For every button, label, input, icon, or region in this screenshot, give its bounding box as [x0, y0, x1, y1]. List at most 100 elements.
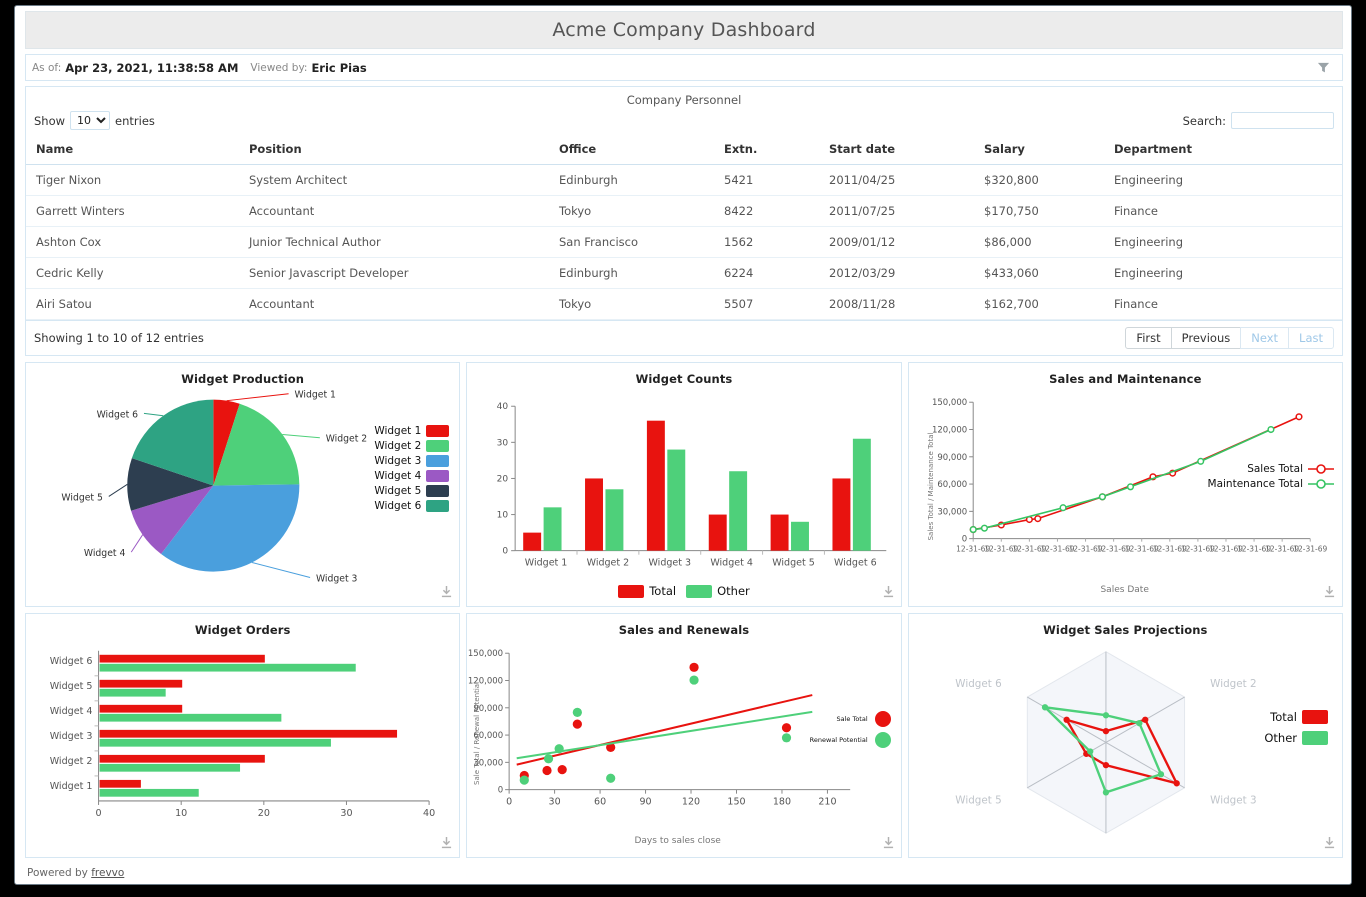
svg-text:12-31-69: 12-31-69	[1180, 545, 1214, 554]
cell-department: Engineering	[1106, 164, 1342, 196]
download-glyph	[1324, 837, 1335, 849]
column-header-name[interactable]: Name	[26, 136, 241, 165]
table-row[interactable]: Tiger Nixon System Architect Edinburgh 5…	[26, 164, 1342, 196]
cell-extn: 5421	[716, 164, 821, 196]
column-header-start-date[interactable]: Start date	[821, 136, 976, 165]
pagination-next-button[interactable]: Next	[1240, 327, 1290, 349]
legend-item[interactable]: Renewal Potential	[810, 731, 893, 749]
table-controls: Show 10 entries Search:	[26, 109, 1342, 136]
legend-item[interactable]: Sale Total	[810, 710, 893, 728]
download-glyph	[883, 586, 893, 598]
legend-item[interactable]: Other	[686, 584, 750, 598]
svg-text:30: 30	[497, 438, 509, 448]
legend-swatch	[426, 500, 450, 512]
legend-item[interactable]: Total	[1264, 710, 1328, 724]
hbar-chart-area: 0 10 20 30 40 Widget 1 Widget 2 Widget 3 Widget …	[26, 636, 459, 851]
legend-item[interactable]: Widget 6	[374, 500, 450, 512]
legend-marker	[1308, 479, 1334, 489]
column-header-position[interactable]: Position	[241, 136, 551, 165]
line-chart-area: 0 30,000 60,000 90,000 120,000 150,000 12-31-6…	[909, 385, 1342, 600]
legend-swatch	[426, 470, 450, 482]
svg-text:90,000: 90,000	[937, 453, 967, 463]
as-of-label: As of:	[32, 61, 62, 74]
svg-text:0: 0	[506, 797, 512, 808]
download-icon[interactable]	[1324, 583, 1335, 602]
pie-slices	[127, 399, 300, 572]
legend-swatch	[1302, 731, 1328, 745]
legend-swatch	[426, 425, 450, 437]
legend-item[interactable]: Total	[618, 584, 676, 598]
legend-item[interactable]: Widget 1	[374, 425, 450, 437]
y-axis-label: Sale Total / Renewal Potential	[472, 682, 481, 785]
cell-extn: 8422	[716, 195, 821, 227]
as-of-value: Apr 23, 2021, 11:38:58 AM	[65, 60, 239, 75]
svg-text:40: 40	[497, 402, 509, 412]
page-length-select[interactable]: 10	[70, 111, 111, 130]
chart-card-widget-counts: Widget Counts 0 10 20 30 40 Widget 1 Widget 2 W…	[466, 362, 902, 607]
svg-text:Widget 6: Widget 6	[97, 409, 139, 420]
table-row[interactable]: Airi Satou Accountant Tokyo 5507 2008/11…	[26, 288, 1342, 320]
svg-text:0: 0	[961, 535, 966, 545]
column-header-office[interactable]: Office	[551, 136, 716, 165]
cell-position: Accountant	[241, 288, 551, 320]
scatter-chart-area: 0 30,000 60,000 90,000 120,000 150,000 0 30 60 90…	[467, 636, 900, 851]
chart-card-sales-and-maintenance: Sales and Maintenance 0 30,000 60,000 90,00…	[907, 362, 1343, 607]
svg-text:0: 0	[96, 808, 102, 819]
svg-text:60,000: 60,000	[937, 480, 967, 490]
download-glyph	[883, 837, 893, 849]
legend-label: Widget 3	[374, 455, 422, 467]
svg-text:90: 90	[640, 797, 652, 808]
search-label: Search:	[1182, 113, 1226, 128]
svg-text:Widget 3: Widget 3	[1210, 795, 1256, 807]
search-input[interactable]	[1231, 112, 1334, 129]
legend-item[interactable]: Sales Total	[1208, 463, 1334, 475]
table-header-row: Name Position Office Extn. Start date Sa…	[26, 136, 1342, 165]
chart-title: Widget Sales Projections	[1043, 623, 1208, 637]
cell-start-date: 2009/01/12	[821, 226, 976, 258]
table-row[interactable]: Ashton Cox Junior Technical Author San F…	[26, 226, 1342, 258]
cell-salary: $433,060	[976, 257, 1106, 289]
legend-item[interactable]: Widget 2	[374, 440, 450, 452]
download-icon[interactable]	[883, 583, 894, 602]
svg-text:12-31-69: 12-31-69	[1293, 545, 1327, 554]
filter-funnel-icon[interactable]	[1310, 58, 1336, 78]
scatter-legend: Sale Total Renewal Potential	[810, 710, 893, 752]
column-header-extn[interactable]: Extn.	[716, 136, 821, 165]
legend-item[interactable]: Other	[1264, 731, 1328, 745]
line-series: 0 30,000 60,000 90,000 120,000 150,000 12-31-6…	[932, 398, 1328, 553]
svg-text:Widget 1: Widget 1	[294, 390, 336, 401]
table-row[interactable]: Garrett Winters Accountant Tokyo 8422 20…	[26, 195, 1342, 227]
pie-leader-lines: Widget 1 Widget 2 Widget 3 Widget 4 Widget 5…	[61, 390, 367, 585]
cell-office: San Francisco	[551, 226, 716, 258]
download-icon[interactable]	[1324, 834, 1335, 853]
cell-name: Tiger Nixon	[26, 164, 241, 196]
pagination-last-button[interactable]: Last	[1288, 327, 1334, 349]
download-icon[interactable]	[441, 583, 452, 602]
pagination-previous-button[interactable]: Previous	[1170, 327, 1242, 349]
download-icon[interactable]	[883, 834, 894, 853]
cell-name: Airi Satou	[26, 288, 241, 320]
legend-marker	[1308, 464, 1334, 474]
table-row[interactable]: Cedric Kelly Senior Javascript Developer…	[26, 257, 1342, 289]
legend-label: Total	[649, 584, 677, 598]
y-axis-label: Sales Total / Maintenance Total	[926, 432, 935, 540]
column-header-department[interactable]: Department	[1106, 136, 1342, 165]
cell-name: Garrett Winters	[26, 195, 241, 227]
legend-swatch	[426, 485, 450, 497]
legend-item[interactable]: Maintenance Total	[1208, 478, 1334, 490]
legend-label: Widget 5	[374, 485, 422, 497]
legend-item[interactable]: Widget 4	[374, 470, 450, 482]
legend-item[interactable]: Widget 5	[374, 485, 450, 497]
bar-chart-area: 0 10 20 30 40 Widget 1 Widget 2 Widget 3 Widget …	[467, 385, 900, 600]
svg-text:12-31-69: 12-31-69	[1237, 545, 1271, 554]
download-icon[interactable]	[441, 834, 452, 853]
dashboard-window: Acme Company Dashboard As of: Apr 23, 20…	[14, 5, 1352, 885]
download-glyph	[1324, 586, 1335, 598]
filter-funnel-glyph	[1317, 62, 1329, 73]
legend-item[interactable]: Widget 3	[374, 455, 450, 467]
legend-label: Renewal Potential	[809, 736, 868, 744]
frevvo-link[interactable]: frevvo	[91, 867, 125, 879]
column-header-salary[interactable]: Salary	[976, 136, 1106, 165]
svg-text:Widget 3: Widget 3	[50, 731, 93, 742]
pagination-first-button[interactable]: First	[1125, 327, 1172, 349]
